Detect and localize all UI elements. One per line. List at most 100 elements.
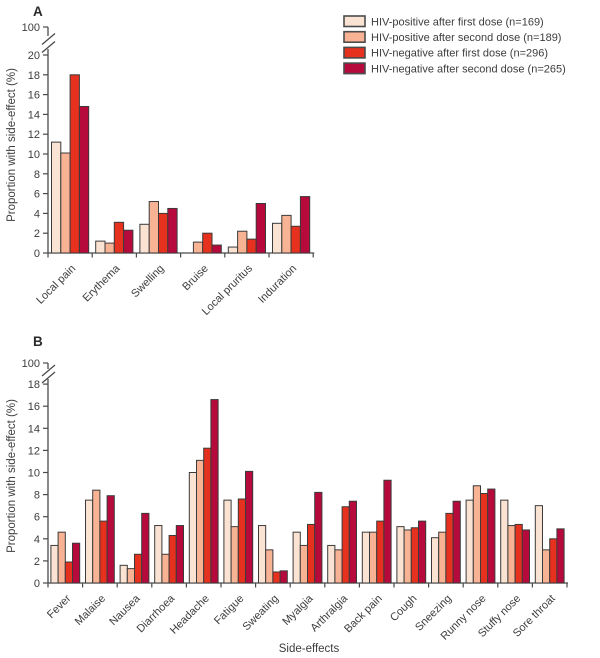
bar [237, 498, 247, 584]
bar [64, 561, 74, 584]
bar [106, 495, 115, 584]
y-tick-label: 10 [28, 149, 40, 161]
bar [95, 240, 106, 254]
bar [85, 499, 94, 584]
y-tick-label: 10 [28, 468, 40, 480]
bar [134, 553, 143, 584]
bar [196, 459, 205, 584]
panel-a-plot: 0 2 4 6 8 10 12 14 16 18 20 100 Local pain Erythema Sw… [22, 22, 315, 318]
category-label: Swelling [129, 263, 166, 300]
category-label: Cough [388, 593, 419, 624]
bar [113, 221, 125, 254]
category-label: Bruise [180, 263, 211, 294]
legend-item-label: HIV-negative after second dose (n=265) [371, 63, 566, 75]
y-tick-label: 6 [34, 189, 40, 201]
bar [514, 523, 523, 584]
y-tick-label: 20 [28, 50, 40, 62]
bar [472, 485, 481, 584]
legend-item-label: HIV-positive after first dose (n=169) [371, 16, 544, 28]
y-tick-label: 12 [28, 445, 40, 457]
legend-item-label: HIV-negative after first dose (n=296) [371, 48, 548, 60]
y-tick-label: 4 [34, 534, 40, 546]
y-tick-label: 0 [34, 248, 40, 260]
bar [272, 222, 283, 254]
y-tick-label: 18 [28, 70, 40, 82]
bar [290, 225, 301, 254]
legend-swatch [343, 46, 366, 59]
bar [92, 489, 101, 584]
bar [272, 571, 281, 584]
axis-break-slash [41, 41, 56, 53]
bar [245, 470, 254, 584]
x-axis-title: Side-effects [279, 643, 340, 655]
bar [431, 537, 440, 584]
y-tick-label: 0 [34, 578, 40, 590]
legend-item: HIV-negative after first dose (n=296) [343, 46, 548, 60]
bar [341, 506, 350, 584]
category-label: Malaise [73, 593, 108, 628]
bar [227, 246, 239, 254]
legend: HIV-positive after first dose (n=169) HIV… [343, 15, 566, 75]
y-tick-label-100: 100 [22, 358, 40, 370]
bar [383, 479, 392, 584]
bar [465, 499, 474, 584]
axis-break-slash [41, 364, 56, 377]
legend-item: HIV-positive after second dose (n=189) [343, 30, 561, 44]
bar [223, 499, 232, 584]
category-label: Local pain [34, 263, 78, 307]
bar [126, 568, 136, 584]
bar [141, 512, 150, 584]
bar [99, 520, 108, 584]
bar [500, 499, 509, 584]
axis-break-slash [41, 33, 56, 45]
y-tick-label: 8 [34, 169, 40, 181]
y-tick-label: 6 [34, 512, 40, 524]
bar [376, 520, 385, 584]
bar [480, 493, 489, 584]
bar [534, 505, 543, 584]
category-label: Fatigue [212, 593, 246, 627]
bar [265, 549, 274, 584]
y-tick-label: 16 [28, 90, 40, 102]
bar [369, 531, 378, 584]
y-tick-label: 14 [28, 423, 40, 435]
bar [50, 544, 59, 584]
bar [210, 399, 219, 584]
bar [167, 207, 178, 254]
bar [507, 525, 516, 584]
bar [542, 549, 551, 584]
bar [327, 544, 336, 584]
bar [192, 241, 204, 254]
bar [299, 544, 308, 584]
bar [348, 500, 357, 584]
legend-item-label: HIV-positive after second dose (n=189) [371, 32, 561, 44]
y-tick-label: 18 [28, 379, 40, 391]
bar [119, 564, 128, 584]
bar [230, 526, 239, 584]
bar [258, 525, 267, 584]
legend-item: HIV-negative after second dose (n=265) [343, 62, 566, 75]
bar [57, 531, 66, 584]
bar [123, 229, 134, 254]
bar [403, 529, 412, 584]
bar [69, 74, 80, 254]
category-label: Erythema [81, 262, 123, 304]
category-label: Induration [256, 263, 299, 306]
bar [307, 523, 316, 584]
bar [281, 214, 292, 254]
bar [51, 141, 62, 254]
y-tick-label: 14 [28, 109, 40, 121]
bar [139, 223, 150, 254]
legend-item: HIV-positive after first dose (n=169) [343, 15, 544, 28]
legend-swatch [343, 30, 366, 44]
bar [211, 244, 222, 254]
bar [148, 201, 159, 254]
bar [521, 529, 530, 584]
bar [314, 491, 323, 584]
bar [438, 531, 447, 584]
bar [556, 528, 565, 584]
y-tick-label-100: 100 [22, 22, 40, 34]
